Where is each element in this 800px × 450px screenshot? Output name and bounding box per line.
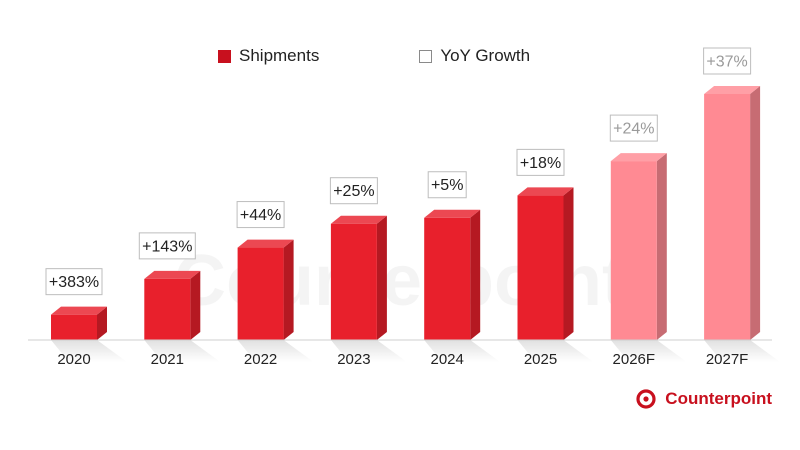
growth-label-box — [45, 268, 103, 296]
bar-top-2023 — [330, 215, 387, 224]
bar-shadow-2023 — [330, 340, 407, 362]
bar-side-2020 — [97, 306, 107, 340]
bar-top-2022 — [237, 239, 294, 248]
growth-label: +383% — [49, 274, 99, 291]
x-tick-label: 2021 — [151, 351, 184, 368]
x-tick-label: 2025 — [524, 351, 557, 368]
bar-2027F — [704, 86, 781, 362]
bar-2025 — [517, 187, 594, 362]
bar-shadow-2025 — [517, 340, 594, 362]
bar-2020 — [51, 306, 127, 362]
growth-label: +44% — [240, 207, 281, 224]
brand-name: Counterpoint — [665, 389, 772, 408]
bar-side-2021 — [190, 270, 201, 340]
growth-label: +25% — [333, 183, 374, 200]
bar-front-2027F — [704, 94, 751, 340]
bar-front-2025 — [517, 195, 564, 340]
shipments-swatch — [218, 49, 231, 63]
bar-2022 — [237, 239, 314, 362]
bar-side-2025 — [563, 187, 574, 340]
bar-shadow-2026F — [610, 340, 687, 362]
bar-2021 — [144, 270, 221, 362]
bar-shadow-2021 — [144, 340, 221, 362]
bar-side-2023 — [376, 215, 387, 340]
growth-label: +18% — [520, 155, 561, 172]
growth-label-box — [236, 201, 285, 229]
bar-top-2025 — [517, 187, 574, 196]
legend-item-yoy: YoY Growth — [419, 46, 530, 66]
bar-top-2020 — [51, 306, 107, 315]
x-tick-label: 2027F — [706, 351, 749, 368]
x-tick-label: 2022 — [244, 351, 277, 368]
bar-side-2027F — [750, 86, 761, 340]
bar-shadow-2027F — [704, 340, 781, 362]
x-tick-label: 2026F — [613, 351, 656, 368]
bar-front-2024 — [424, 217, 471, 340]
bar-front-2026F — [610, 161, 657, 340]
legend-label-shipments: Shipments — [239, 46, 320, 65]
growth-label-box — [609, 114, 658, 142]
x-tick-label: 2023 — [337, 351, 370, 368]
growth-label-box — [138, 232, 196, 260]
bar-2024 — [424, 209, 501, 362]
x-tick-label: 2024 — [431, 351, 464, 368]
bar-shadow-2022 — [237, 340, 314, 362]
bar-front-2020 — [51, 314, 97, 340]
growth-label-box — [516, 148, 565, 176]
brand-logo: Counterpoint — [635, 388, 772, 410]
bar-front-2021 — [144, 278, 191, 340]
counterpoint-logo-icon — [636, 389, 656, 409]
bar-top-2024 — [424, 209, 481, 218]
bar-side-2024 — [470, 209, 481, 340]
growth-label-box — [329, 177, 378, 205]
growth-label: +37% — [706, 54, 747, 71]
growth-label: +143% — [142, 238, 192, 255]
growth-label: +5% — [431, 177, 463, 194]
x-tick-label: 2020 — [57, 351, 90, 368]
bar-front-2023 — [330, 223, 377, 340]
bar-shadow-2024 — [424, 340, 501, 362]
bar-side-2026F — [656, 153, 667, 340]
legend-item-shipments: Shipments — [218, 46, 319, 66]
growth-label: +24% — [613, 121, 654, 138]
bar-2026F — [610, 153, 687, 362]
bar-shadow-2020 — [51, 340, 127, 362]
bar-top-2021 — [144, 270, 201, 279]
yoy-swatch — [419, 49, 433, 63]
bar-top-2027F — [704, 86, 761, 94]
growth-label-box — [427, 171, 467, 199]
growth-label-box — [703, 47, 752, 75]
bar-side-2022 — [283, 239, 294, 340]
bar-front-2022 — [237, 247, 284, 340]
bar-top-2026F — [610, 153, 667, 162]
bar-2023 — [330, 215, 407, 362]
legend-label-yoy: YoY Growth — [440, 46, 531, 65]
legend: Shipments YoY Growth — [218, 46, 530, 66]
